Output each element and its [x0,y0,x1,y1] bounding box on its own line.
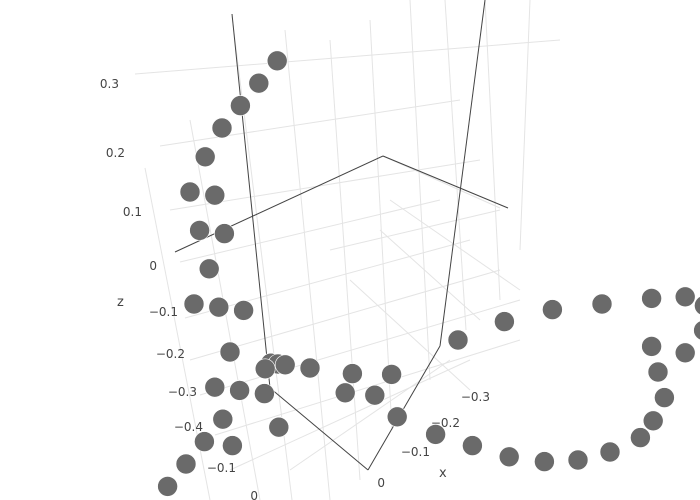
data-point[interactable] [254,383,275,404]
data-point[interactable] [630,427,651,448]
data-point[interactable] [183,293,205,315]
data-point[interactable] [567,449,589,471]
data-point[interactable] [494,311,515,332]
data-point[interactable] [211,117,233,139]
data-point[interactable] [229,380,250,401]
data-point[interactable] [268,416,290,438]
data-point[interactable] [179,181,201,203]
data-point[interactable] [599,441,621,463]
grid-line-vertical [484,0,501,301]
data-point[interactable] [674,286,696,308]
grid-line-horizontal [229,359,471,471]
z-tick-label: 0.2 [106,146,125,160]
x-axis-title: x [439,466,447,481]
z-tick-label: 0.1 [123,205,142,219]
data-point[interactable] [157,476,178,497]
data-point[interactable] [647,361,669,383]
z-axis-title: z [117,295,124,310]
data-point[interactable] [591,293,613,315]
data-point[interactable] [498,446,520,468]
grid-line-vertical [409,0,431,381]
grid-line-horizontal [179,199,441,263]
y-tick-label: 0 [250,489,258,500]
data-point[interactable] [212,408,234,430]
data-point[interactable] [222,435,243,456]
grid-line-vertical [519,0,531,251]
grid-line-horizontal [214,339,521,436]
data-point[interactable] [266,50,288,72]
data-point[interactable] [364,384,386,406]
y-tick-label: −0.1 [207,461,236,475]
x-tick-label: 0 [377,476,385,490]
data-point[interactable] [342,363,363,384]
data-point[interactable] [254,358,276,380]
data-point[interactable] [194,146,216,168]
z-tick-label: −0.1 [149,305,178,319]
data-point[interactable] [214,223,235,244]
z-tick-label: −0.3 [168,385,197,399]
data-point[interactable] [447,329,469,351]
data-point[interactable] [248,72,270,94]
data-point[interactable] [198,258,220,280]
grid-line-horizontal [349,279,471,391]
data-point[interactable] [334,382,356,404]
data-point[interactable] [654,387,675,408]
data-point[interactable] [194,431,215,452]
data-point[interactable] [230,95,251,116]
grid-line-horizontal [184,239,471,319]
grid-line-horizontal [329,209,501,251]
grid-line-vertical [444,0,467,331]
data-point[interactable] [233,300,254,321]
data-point[interactable] [674,342,696,364]
data-point[interactable] [189,220,210,241]
data-point[interactable] [642,410,664,432]
grid-line-vertical [284,29,331,500]
grid-line-horizontal [134,39,561,75]
axis-edge [367,345,441,471]
axis-edge [174,155,384,253]
data-point[interactable] [386,406,408,428]
grid-layer [134,0,561,500]
grid-line-horizontal [199,299,521,396]
axis-edge [382,155,509,209]
grid-line-horizontal [159,99,461,147]
data-point[interactable] [274,354,296,376]
grid-line-horizontal [289,359,451,471]
z-tick-label: 0.3 [100,77,119,91]
data-points [157,50,700,497]
z-tick-label: −0.2 [156,347,185,361]
data-point[interactable] [694,296,700,316]
z-tick-label: −0.4 [174,420,203,434]
data-point[interactable] [204,184,226,206]
data-point[interactable] [542,299,563,320]
axis-edge [231,13,271,389]
data-point[interactable] [299,357,321,379]
axis-edge [439,0,486,347]
data-point[interactable] [219,341,241,363]
grid-line-vertical [369,19,393,431]
data-point[interactable] [425,424,446,445]
grid-line-horizontal [382,155,501,209]
data-point[interactable] [381,364,402,385]
data-point[interactable] [175,453,197,475]
data-point[interactable] [208,296,230,318]
grid-line-horizontal [389,199,521,291]
axis-edge [269,387,369,471]
data-point[interactable] [641,336,662,357]
grid-line-vertical [329,39,361,481]
data-point[interactable] [641,288,662,309]
grid-line-horizontal [379,229,481,321]
data-point[interactable] [204,376,226,398]
data-point[interactable] [693,320,700,341]
z-tick-label: 0 [149,259,157,273]
axis-edges [174,0,509,471]
x-tick-label: −0.3 [461,390,490,404]
data-point[interactable] [462,435,483,456]
x-tick-label: −0.1 [401,445,430,459]
data-point[interactable] [534,451,555,472]
